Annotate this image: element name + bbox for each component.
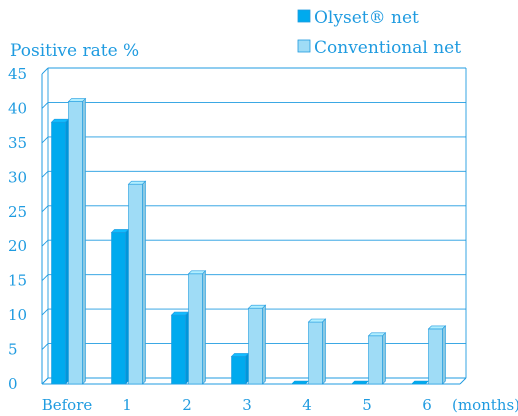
bar-conventional-net: [188, 273, 203, 385]
bar-conventional-net: [128, 183, 143, 385]
legend-label-conventional-net: Conventional net: [314, 38, 461, 58]
y-tick-label: 30: [8, 168, 27, 186]
x-tick-label: 2: [182, 396, 192, 414]
bar-olyset-net-side: [245, 352, 249, 385]
x-tick-label: 6: [422, 396, 432, 414]
bar-conventional-net: [68, 101, 83, 385]
legend: Olyset® net Conventional net: [297, 8, 461, 58]
y-tick-label: 5: [8, 341, 18, 359]
legend-swatch-olyset-net: [297, 9, 311, 23]
bar-conventional-net-side: [262, 304, 266, 385]
x-axis-label: (months): [452, 396, 518, 414]
bar-olyset-net: [171, 314, 186, 385]
bar-conventional-net: [308, 321, 323, 385]
x-tick-label: Before: [42, 396, 93, 414]
y-grid-depth-line: [41, 102, 49, 109]
y-tick-label: 25: [8, 203, 27, 221]
y-grid-depth-line: [41, 377, 49, 385]
y-axis-label: Positive rate %: [10, 41, 139, 61]
x-tick-label: 3: [242, 396, 252, 414]
y-tick-label: 10: [8, 306, 27, 324]
y-grid-depth-line: [41, 136, 49, 144]
bar-olyset-net: [350, 380, 370, 385]
x-tick-label: 1: [122, 396, 132, 414]
y-grid-depth-line: [41, 67, 49, 75]
bar-conventional-net-side: [202, 270, 206, 385]
bar-conventional-net: [368, 335, 383, 385]
y-tick-label: 15: [8, 272, 27, 290]
y-tick-label: 45: [8, 65, 27, 83]
bar-olyset-net: [231, 356, 246, 385]
y-grid-depth-line: [41, 274, 49, 281]
bar-olyset-net-side: [125, 228, 129, 385]
y-grid-depth-line: [41, 171, 49, 178]
y-tick-label: 20: [8, 237, 27, 255]
y-tick-label: 35: [8, 134, 27, 152]
y-grid-depth-line: [41, 239, 49, 247]
y-tick-label: 0: [8, 375, 18, 393]
y-grid-depth-line: [41, 308, 49, 316]
bar-olyset-net: [51, 121, 66, 385]
bar-olyset-net: [290, 380, 310, 385]
y-grid-depth-line: [41, 205, 49, 213]
legend-label-olyset-net: Olyset® net: [314, 8, 419, 28]
x-tick-label: 5: [362, 396, 372, 414]
bar-conventional-net-side: [382, 332, 386, 385]
x-tick-label: 4: [302, 396, 312, 414]
x-axis-depth-line: [459, 377, 467, 385]
bar-conventional-net-side: [82, 97, 86, 385]
bar-conventional-net: [248, 307, 263, 385]
bar-olyset-net: [410, 380, 430, 385]
bar-olyset-net-side: [65, 118, 69, 385]
y-grid-depth-line: [41, 343, 49, 350]
legend-swatch-conventional-net: [297, 39, 311, 53]
bar-conventional-net-side: [322, 318, 326, 385]
bar-olyset-net-side: [185, 311, 189, 385]
bar-conventional-net: [428, 328, 443, 385]
bar-conventional-net-side: [142, 180, 146, 385]
bar-conventional-net-side: [442, 325, 446, 385]
bar-olyset-net: [111, 232, 126, 385]
y-tick-label: 40: [8, 99, 27, 117]
